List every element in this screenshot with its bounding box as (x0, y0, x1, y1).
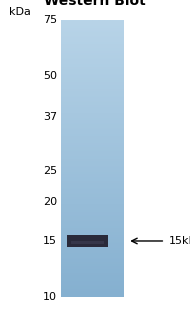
Text: 15kDa: 15kDa (169, 236, 190, 246)
Text: 50: 50 (43, 71, 57, 81)
Text: 25: 25 (43, 166, 57, 176)
Text: 75: 75 (43, 15, 57, 25)
Text: kDa: kDa (10, 7, 31, 17)
Bar (71, 241, 104, 244)
Text: 10: 10 (43, 292, 57, 302)
Bar (66, 235, 108, 247)
Text: 20: 20 (43, 197, 57, 206)
Text: Western Blot: Western Blot (44, 0, 146, 8)
Text: 37: 37 (43, 112, 57, 122)
Text: 15: 15 (43, 236, 57, 246)
